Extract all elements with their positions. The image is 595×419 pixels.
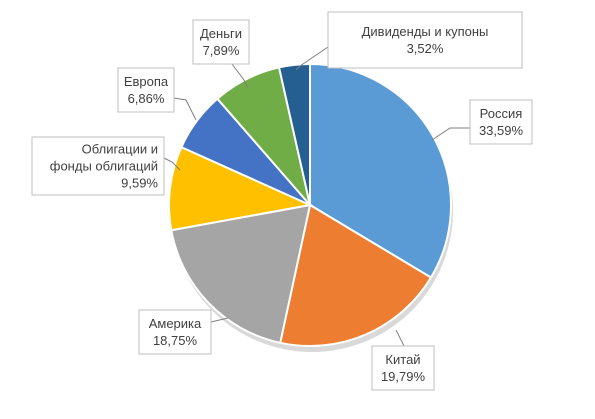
leader-line-европа [173, 97, 197, 121]
data-label-value: 19,79% [381, 369, 426, 384]
data-label-name: Европа [124, 74, 169, 89]
pie-slice-дивиденды-и-купоны [277, 62, 311, 206]
data-label-китай: Китай 19,79% [371, 345, 435, 391]
pie-slice-россия [309, 62, 452, 279]
data-label-box [31, 136, 165, 196]
data-label-деньги: Деньги 7,89% [192, 19, 250, 65]
pie-slice-америка [170, 203, 312, 345]
leader-line-китай [395, 329, 405, 347]
data-label-box [469, 99, 533, 145]
pie-slice-китай [279, 203, 433, 347]
data-label-name: фонды облигаций [50, 159, 158, 174]
data-label-name: Облигации и [82, 142, 158, 157]
leader-line-америка [210, 317, 229, 323]
data-label-value: 9,59% [121, 176, 158, 191]
leader-line-россия [431, 127, 470, 141]
data-label-value: 18,75% [153, 333, 198, 348]
leader-line-деньги [231, 63, 249, 89]
data-labels: Россия 33,59% Китай 19,79% Америка 18,75% Обли… [31, 11, 533, 391]
data-label-box [138, 309, 212, 355]
data-label-box [327, 11, 523, 69]
data-label-россия: Россия 33,59% [469, 99, 533, 145]
data-label-name: Китай [385, 352, 420, 367]
leader-line-облигации-и-фонды-облигаций [163, 157, 181, 171]
data-label-облигации-и-фонды-облигаций: Облигации и фонды облигаций 9,59% [31, 136, 165, 196]
data-label-name: Россия [480, 106, 523, 121]
data-label-name: Деньги [200, 26, 242, 41]
data-label-америка: Америка 18,75% [138, 309, 212, 355]
leader-lines [163, 46, 470, 347]
data-label-дивиденды-и-купоны: Дивиденды и купоны 3,52% [327, 11, 523, 69]
data-label-европа: Европа 6,86% [117, 67, 175, 113]
pie-slice-облигации-и-фонды-облигаций [168, 145, 314, 232]
data-label-name: Америка [149, 316, 202, 331]
data-label-box [371, 345, 435, 391]
data-label-box [192, 19, 250, 65]
data-label-value: 33,59% [479, 123, 524, 138]
data-label-name: Дивиденды и купоны [362, 24, 489, 39]
data-label-value: 7,89% [203, 43, 240, 58]
data-label-value: 3,52% [407, 41, 444, 56]
data-label-box [117, 67, 175, 113]
data-label-value: 6,86% [128, 91, 165, 106]
pie-slices [168, 62, 453, 352]
leader-line-дивиденды-и-купоны [295, 46, 329, 71]
